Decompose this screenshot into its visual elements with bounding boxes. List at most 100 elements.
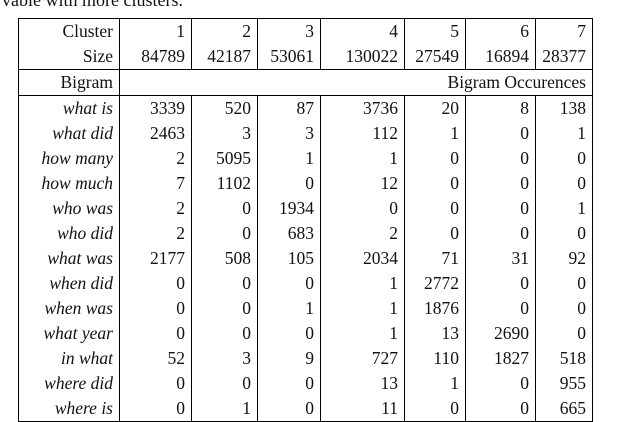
table-row: how much 7 1102 0 12 0 0 0 (18, 171, 593, 196)
occurrence-count: 0 (257, 371, 321, 396)
bigram-label: who was (18, 196, 120, 221)
occurrence-count: 1876 (404, 296, 466, 321)
occurrence-count: 1 (320, 296, 405, 321)
occurrence-count: 1 (535, 196, 593, 221)
occurrence-count: 0 (404, 221, 466, 246)
occurrence-count: 0 (535, 271, 593, 296)
occurrence-count: 71 (404, 246, 466, 271)
occurrence-count: 0 (404, 196, 466, 221)
occurrence-count: 0 (191, 271, 258, 296)
occurrence-count: 0 (535, 296, 593, 321)
occurrence-count: 508 (191, 246, 258, 271)
bigram-label: what year (18, 321, 120, 346)
occurrence-count: 0 (465, 121, 536, 146)
bigram-occurrence-table: Cluster 1 2 3 4 5 6 7 Size 84789 42187 5… (18, 18, 593, 422)
cluster-number: 1 (119, 18, 192, 44)
occurrence-count: 727 (320, 346, 405, 371)
occurrence-count: 0 (119, 396, 192, 422)
occurrence-count: 0 (119, 296, 192, 321)
table-row: where did 0 0 0 13 1 0 955 (18, 371, 593, 396)
occurrence-count: 518 (535, 346, 593, 371)
occurrence-count: 0 (257, 396, 321, 422)
occurrence-count: 1 (257, 146, 321, 171)
occurrence-count: 0 (257, 321, 321, 346)
occurrence-count: 1934 (257, 196, 321, 221)
occurrence-count: 11 (320, 396, 405, 422)
table-row: who was 2 0 1934 0 0 0 1 (18, 196, 593, 221)
occurrence-count: 0 (191, 221, 258, 246)
occurrence-count: 0 (465, 271, 536, 296)
occurrence-count: 8 (465, 95, 536, 121)
occurrence-count: 665 (535, 396, 593, 422)
occurrences-header: Bigram Occurences (119, 69, 593, 96)
cluster-number: 3 (257, 18, 321, 44)
cluster-number: 7 (535, 18, 593, 44)
occurrence-count: 3 (257, 121, 321, 146)
occurrence-count: 2772 (404, 271, 466, 296)
table-row: when did 0 0 0 1 2772 0 0 (18, 271, 593, 296)
cluster-header-row: Cluster 1 2 3 4 5 6 7 (18, 18, 593, 44)
occurrence-count: 683 (257, 221, 321, 246)
occurrence-count: 3 (191, 346, 258, 371)
occurrence-count: 92 (535, 246, 593, 271)
occurrence-count: 1102 (191, 171, 258, 196)
cluster-label: Cluster (18, 18, 120, 44)
occurrence-count: 0 (465, 396, 536, 422)
occurrence-count: 0 (535, 221, 593, 246)
occurrence-count: 0 (119, 371, 192, 396)
occurrence-count: 13 (404, 321, 466, 346)
occurrence-count: 0 (404, 396, 466, 422)
occurrence-count: 31 (465, 246, 536, 271)
occurrence-count: 0 (404, 171, 466, 196)
occurrence-count: 2463 (119, 121, 192, 146)
cluster-size: 84789 (119, 44, 192, 70)
occurrence-count: 955 (535, 371, 593, 396)
occurrence-count: 110 (404, 346, 466, 371)
occurrence-count: 0 (119, 321, 192, 346)
occurrence-count: 520 (191, 95, 258, 121)
occurrence-count: 0 (535, 321, 593, 346)
table-row: what year 0 0 0 1 13 2690 0 (18, 321, 593, 346)
caption-fragment: vable with more clusters. (2, 0, 183, 10)
bigram-column-header: Bigram (18, 69, 120, 96)
occurrence-count: 0 (535, 146, 593, 171)
occurrence-count: 2 (119, 146, 192, 171)
occurrence-count: 2 (119, 196, 192, 221)
table-row: who did 2 0 683 2 0 0 0 (18, 221, 593, 246)
cluster-number: 5 (404, 18, 466, 44)
occurrence-count: 1827 (465, 346, 536, 371)
cluster-size: 27549 (404, 44, 466, 70)
occurrence-count: 138 (535, 95, 593, 121)
occurrence-count: 0 (465, 196, 536, 221)
occurrence-count: 5095 (191, 146, 258, 171)
bigram-label: what did (18, 121, 120, 146)
cluster-number: 2 (191, 18, 258, 44)
occurrence-count: 0 (465, 221, 536, 246)
occurrence-count: 0 (465, 146, 536, 171)
occurrence-count: 2034 (320, 246, 405, 271)
occurrence-count: 1 (404, 371, 466, 396)
occurrence-count: 2177 (119, 246, 192, 271)
cluster-size: 42187 (191, 44, 258, 70)
table-row: what is 3339 520 87 3736 20 8 138 (18, 95, 593, 121)
occurrence-count: 3339 (119, 95, 192, 121)
table-row: what did 2463 3 3 112 1 0 1 (18, 121, 593, 146)
occurrence-count: 1 (320, 146, 405, 171)
occurrence-count: 0 (191, 371, 258, 396)
occurrence-count: 3 (191, 121, 258, 146)
table-row: in what 52 3 9 727 110 1827 518 (18, 346, 593, 371)
occurrence-count: 20 (404, 95, 466, 121)
occurrence-count: 0 (465, 171, 536, 196)
occurrence-count: 0 (465, 296, 536, 321)
occurrence-count: 0 (257, 171, 321, 196)
cluster-size-row: Size 84789 42187 53061 130022 27549 1689… (18, 44, 593, 70)
table-row: what was 2177 508 105 2034 71 31 92 (18, 246, 593, 271)
occurrence-count: 1 (404, 121, 466, 146)
size-label: Size (18, 44, 120, 70)
occurrence-count: 0 (404, 146, 466, 171)
occurrence-count: 1 (191, 396, 258, 422)
occurrence-count: 112 (320, 121, 405, 146)
cluster-number: 6 (465, 18, 536, 44)
occurrence-count: 2 (320, 221, 405, 246)
table-row: when was 0 0 1 1 1876 0 0 (18, 296, 593, 321)
